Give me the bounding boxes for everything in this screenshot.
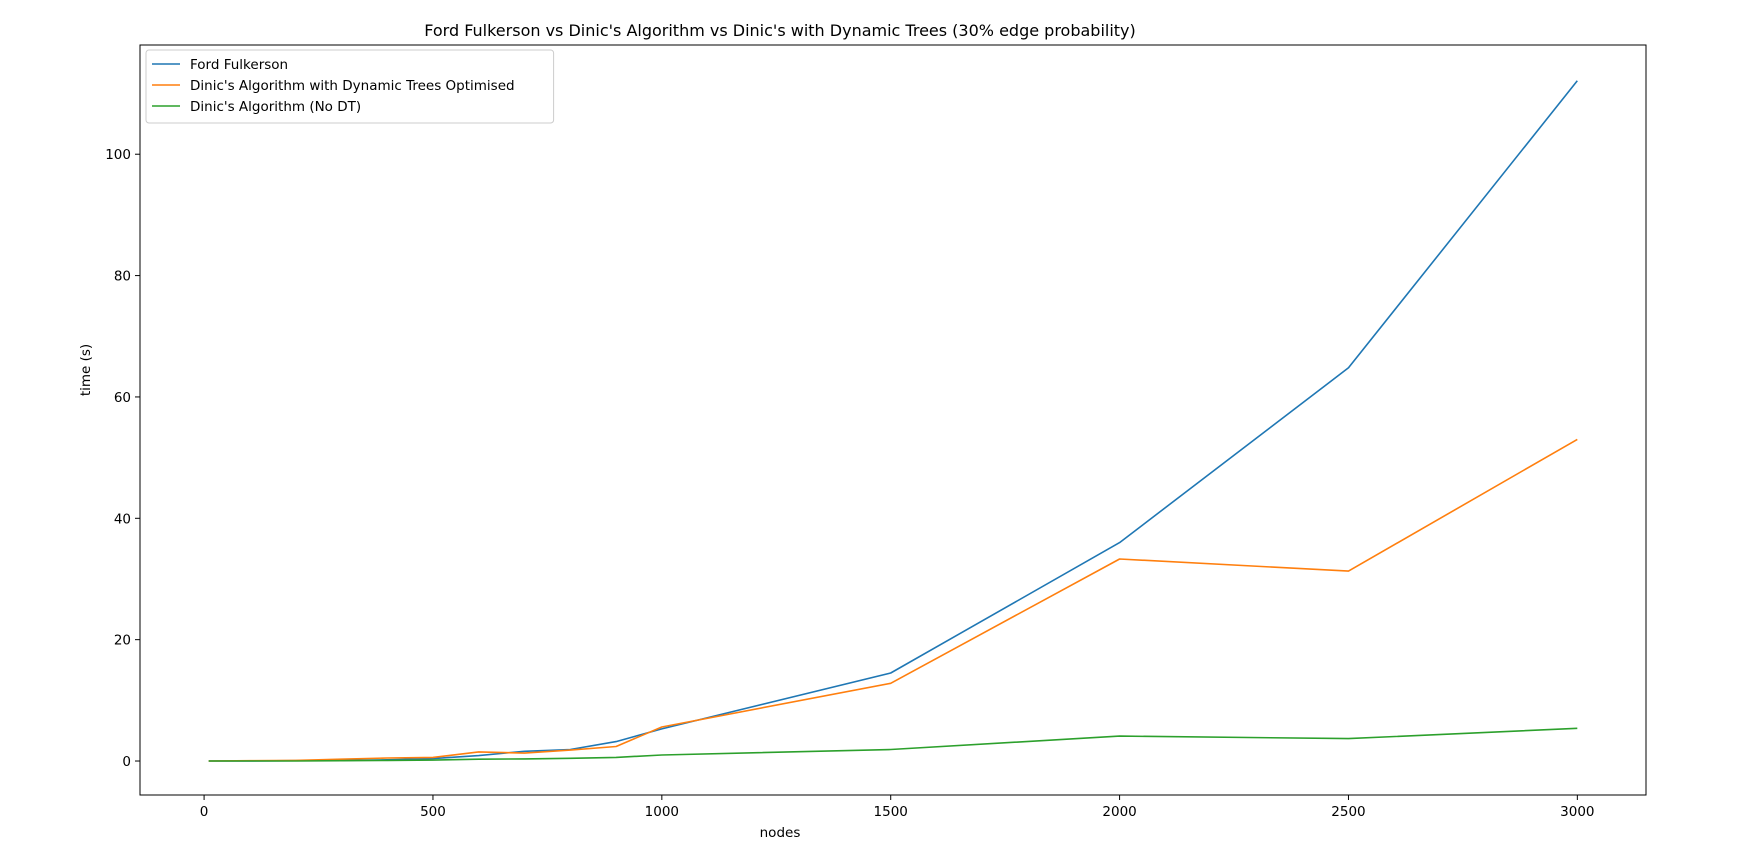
y-axis-label: time (s) bbox=[78, 344, 94, 396]
x-axis-label: nodes bbox=[760, 825, 801, 841]
y-tick-label: 80 bbox=[114, 269, 131, 285]
y-tick-label: 0 bbox=[122, 754, 131, 770]
x-tick-label: 2000 bbox=[1102, 804, 1136, 820]
y-tick-label: 100 bbox=[105, 147, 131, 163]
x-tick-label: 1000 bbox=[645, 804, 679, 820]
y-tick-label: 20 bbox=[114, 633, 131, 649]
axis-ticks: 0 500 1000 1500 2000 2500 3000 0 20 40 60 80 100 bbox=[105, 147, 1594, 820]
legend: Ford Fulkerson Dinic's Algorithm with Dyn… bbox=[145, 49, 555, 124]
plot-area-frame bbox=[139, 44, 1647, 796]
series-line-2 bbox=[208, 438, 1578, 762]
legend-label-1: Ford Fulkerson bbox=[190, 57, 288, 73]
x-tick-label: 3000 bbox=[1560, 804, 1594, 820]
y-tick-label: 60 bbox=[114, 390, 131, 406]
chart-title: Ford Fulkerson vs Dinic's Algorithm vs D… bbox=[424, 21, 1136, 40]
series-lines bbox=[208, 80, 1578, 762]
legend-box bbox=[145, 49, 555, 124]
x-tick-label: 0 bbox=[200, 804, 209, 820]
x-tick-label: 2500 bbox=[1331, 804, 1365, 820]
x-tick-label: 500 bbox=[420, 804, 446, 820]
series-line-3 bbox=[208, 727, 1578, 762]
x-tick-label: 1500 bbox=[874, 804, 908, 820]
y-tick-label: 40 bbox=[114, 511, 131, 527]
legend-label-2: Dinic's Algorithm with Dynamic Trees Opt… bbox=[190, 78, 515, 94]
legend-label-3: Dinic's Algorithm (No DT) bbox=[190, 99, 361, 115]
series-line-1 bbox=[208, 80, 1578, 762]
